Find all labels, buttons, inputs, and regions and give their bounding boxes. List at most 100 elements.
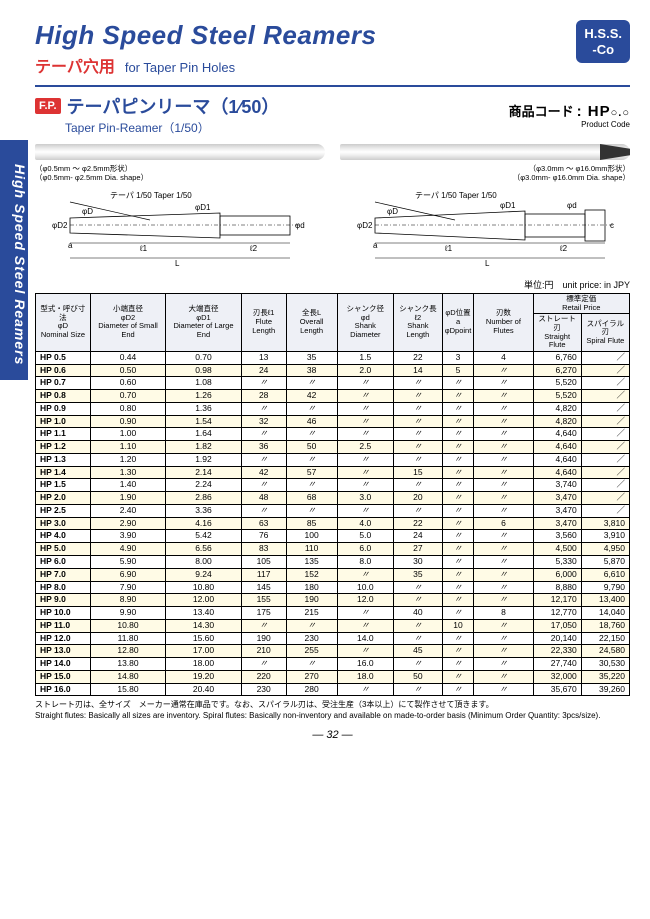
table-cell: 18,760 xyxy=(581,619,629,632)
table-cell: 〃 xyxy=(442,645,474,658)
table-cell: HP 3.0 xyxy=(36,517,91,530)
table-cell: 〃 xyxy=(337,568,393,581)
table-cell: HP 14.0 xyxy=(36,658,91,671)
table-cell: 5.42 xyxy=(166,530,242,543)
svg-text:φD: φD xyxy=(82,207,93,216)
table-cell: 14,040 xyxy=(581,607,629,620)
table-cell: 〃 xyxy=(337,428,393,441)
table-cell: 〃 xyxy=(474,645,533,658)
table-cell: 5,520 xyxy=(533,390,581,403)
table-row: HP 8.07.9010.8014518010.0〃〃〃8,8809,790 xyxy=(36,581,630,594)
photo-caption-left-1: （φ0.5mm ～ φ2.5mm形状） xyxy=(35,164,325,173)
table-cell: ／ xyxy=(581,377,629,390)
table-cell: 1.00 xyxy=(90,428,165,441)
table-cell: 39,260 xyxy=(581,683,629,696)
table-cell: 175 xyxy=(241,607,286,620)
table-cell: 〃 xyxy=(393,683,442,696)
table-cell: 230 xyxy=(241,683,286,696)
table-cell: 〃 xyxy=(393,581,442,594)
table-cell: 4,820 xyxy=(533,402,581,415)
subtitle-jp: テーパ穴用 xyxy=(35,53,115,77)
table-cell: HP 2.5 xyxy=(36,504,91,517)
table-cell: 35,670 xyxy=(533,683,581,696)
table-cell: 5.90 xyxy=(90,556,165,569)
table-cell: 4.16 xyxy=(166,517,242,530)
table-cell: 15.60 xyxy=(166,632,242,645)
table-cell: 76 xyxy=(241,530,286,543)
table-cell: 〃 xyxy=(241,658,286,671)
table-cell: 68 xyxy=(286,492,337,505)
table-cell: 〃 xyxy=(442,568,474,581)
table-cell: 〃 xyxy=(474,377,533,390)
table-cell: 230 xyxy=(286,632,337,645)
table-cell: 3 xyxy=(442,351,474,364)
product-name-en: Taper Pin-Reamer（1/50） xyxy=(65,119,279,136)
table-cell: 7.90 xyxy=(90,581,165,594)
price-subheader: スパイラル刃Spiral Flute xyxy=(581,314,629,352)
table-cell: 0.70 xyxy=(90,390,165,403)
table-cell: 48 xyxy=(241,492,286,505)
table-row: HP 14.013.8018.00〃〃16.0〃〃〃27,74030,530 xyxy=(36,658,630,671)
table-cell: 3.90 xyxy=(90,530,165,543)
table-cell: 46 xyxy=(286,415,337,428)
table-cell: 1.5 xyxy=(337,351,393,364)
table-cell: 1.40 xyxy=(90,479,165,492)
table-cell: 1.30 xyxy=(90,466,165,479)
table-cell: 135 xyxy=(286,556,337,569)
table-cell: 〃 xyxy=(286,453,337,466)
table-cell: 1.64 xyxy=(166,428,242,441)
table-cell: 18.00 xyxy=(166,658,242,671)
table-cell: 6,610 xyxy=(581,568,629,581)
table-row: HP 1.21.101.8236502.5〃〃〃4,640／ xyxy=(36,441,630,454)
table-cell: 32,000 xyxy=(533,670,581,683)
table-cell: 1.10 xyxy=(90,441,165,454)
table-cell: 〃 xyxy=(442,402,474,415)
svg-text:ℓ1: ℓ1 xyxy=(139,244,148,253)
table-cell: HP 15.0 xyxy=(36,670,91,683)
table-cell: 〃 xyxy=(393,415,442,428)
table-row: HP 0.80.701.262842〃〃〃〃5,520／ xyxy=(36,390,630,403)
table-cell: 3,810 xyxy=(581,517,629,530)
table-cell: 2.5 xyxy=(337,441,393,454)
table-cell: 〃 xyxy=(286,504,337,517)
table-cell: 〃 xyxy=(442,530,474,543)
svg-text:φD1: φD1 xyxy=(195,203,211,212)
table-cell: 190 xyxy=(286,594,337,607)
table-row: HP 13.012.8017.00210255〃45〃〃22,33024,580 xyxy=(36,645,630,658)
table-cell: 〃 xyxy=(474,466,533,479)
material-badge: H.S.S. -Co xyxy=(576,20,630,63)
table-cell: 36 xyxy=(241,441,286,454)
table-cell: 〃 xyxy=(442,441,474,454)
subtitle-en: for Taper Pin Holes xyxy=(125,60,235,75)
table-cell: 6,760 xyxy=(533,351,581,364)
table-cell: 〃 xyxy=(442,504,474,517)
table-cell: 〃 xyxy=(442,556,474,569)
table-cell: 35,220 xyxy=(581,670,629,683)
table-cell: 22 xyxy=(393,517,442,530)
table-cell: 13 xyxy=(241,351,286,364)
table-cell: 9.24 xyxy=(166,568,242,581)
table-cell: 117 xyxy=(241,568,286,581)
table-cell: 17.00 xyxy=(166,645,242,658)
table-cell: 6.56 xyxy=(166,543,242,556)
table-cell: 42 xyxy=(286,390,337,403)
table-cell: 〃 xyxy=(393,504,442,517)
table-cell: 1.54 xyxy=(166,415,242,428)
table-cell: 〃 xyxy=(393,594,442,607)
table-cell: 155 xyxy=(241,594,286,607)
table-cell: HP 12.0 xyxy=(36,632,91,645)
table-row: HP 1.31.201.92〃〃〃〃〃〃4,640／ xyxy=(36,453,630,466)
table-cell: ／ xyxy=(581,466,629,479)
table-cell: 13.40 xyxy=(166,607,242,620)
table-cell: 12.00 xyxy=(166,594,242,607)
table-cell: 210 xyxy=(241,645,286,658)
table-cell: 〃 xyxy=(337,402,393,415)
table-cell: 〃 xyxy=(393,441,442,454)
table-row: HP 6.05.908.001051358.030〃〃5,3305,870 xyxy=(36,556,630,569)
table-cell: 〃 xyxy=(393,377,442,390)
table-cell: 4,640 xyxy=(533,441,581,454)
table-cell: 9,790 xyxy=(581,581,629,594)
table-cell: 2.14 xyxy=(166,466,242,479)
table-cell: 〃 xyxy=(474,530,533,543)
price-header: 標準定価Retail Price xyxy=(533,294,629,314)
